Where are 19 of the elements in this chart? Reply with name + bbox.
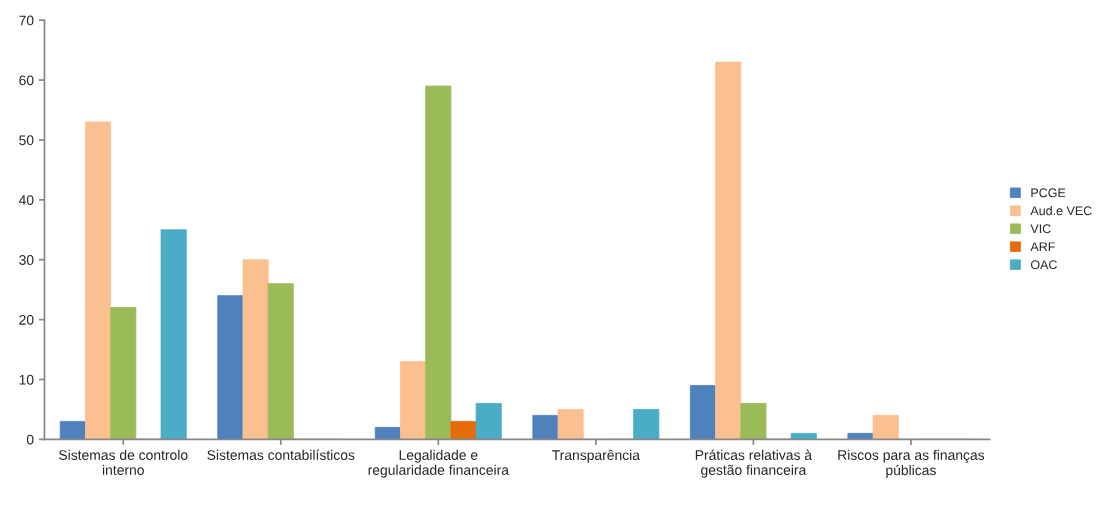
legend-label: ARF — [1030, 242, 1055, 252]
legend-label: PCGE — [1031, 188, 1066, 198]
y-tick-label: 60 — [19, 75, 34, 86]
x-tick-label: Transparência — [552, 449, 640, 463]
x-tick-label: Sistemas contabilísticos — [207, 449, 355, 460]
legend-label: Aud.e VEC — [1030, 206, 1092, 216]
y-tick-label: 20 — [19, 314, 34, 325]
y-tick-label: 30 — [19, 255, 34, 265]
legend-label: VIC — [1030, 224, 1051, 234]
y-tick-label: 0 — [26, 434, 34, 445]
y-tick-label: 70 — [19, 15, 34, 26]
x-tick-label: Práticas relativas à gestão financeira — [695, 449, 813, 478]
x-tick-label: Legalidade e regularidade financeira — [368, 449, 509, 478]
y-tick-label: 50 — [19, 135, 34, 146]
legend-label: OAC — [1030, 260, 1057, 270]
y-tick-label: 10 — [19, 374, 34, 385]
x-tick-label: Sistemas de controlo interno — [59, 449, 188, 475]
x-tick-label: Riscos para as finanças públicas — [838, 449, 985, 478]
y-tick-label: 40 — [18, 195, 34, 205]
